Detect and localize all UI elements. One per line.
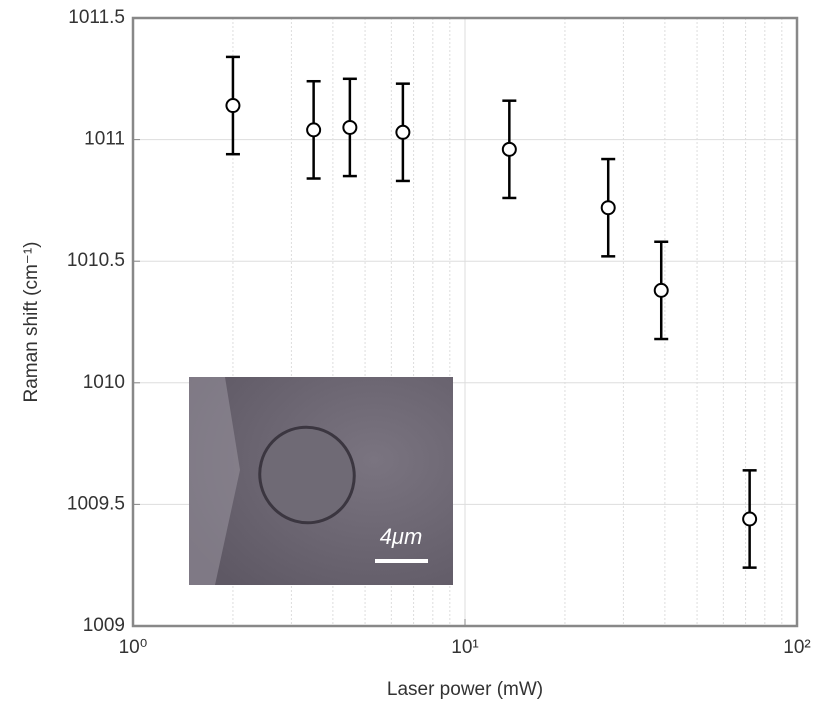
x-axis-label: Laser power (mW) [387, 679, 543, 700]
y-axis-label: Raman shift (cm⁻¹) [21, 242, 42, 403]
y-tick-label: 1011.5 [68, 7, 125, 28]
x-tick-label: 10⁰ [119, 637, 148, 658]
inset-texture [189, 377, 240, 585]
scale-label: 4μm [380, 524, 423, 549]
point [225, 98, 241, 114]
point [342, 119, 358, 135]
point [742, 511, 758, 527]
point [306, 122, 322, 138]
y-tick-label: 1010.5 [67, 250, 125, 271]
point [600, 200, 616, 216]
y-tick-label: 1009 [83, 615, 125, 636]
inset-particle [258, 425, 356, 525]
point [501, 141, 517, 157]
x-tick-label: 10¹ [451, 637, 478, 658]
point [395, 124, 411, 140]
y-tick-label: 1011 [84, 129, 125, 150]
y-tick-label: 1009.5 [67, 493, 125, 514]
point [653, 282, 669, 298]
y-tick-label: 1010 [83, 372, 125, 393]
x-tick-label: 10² [783, 637, 810, 658]
inset-image: 4μm [189, 377, 453, 585]
